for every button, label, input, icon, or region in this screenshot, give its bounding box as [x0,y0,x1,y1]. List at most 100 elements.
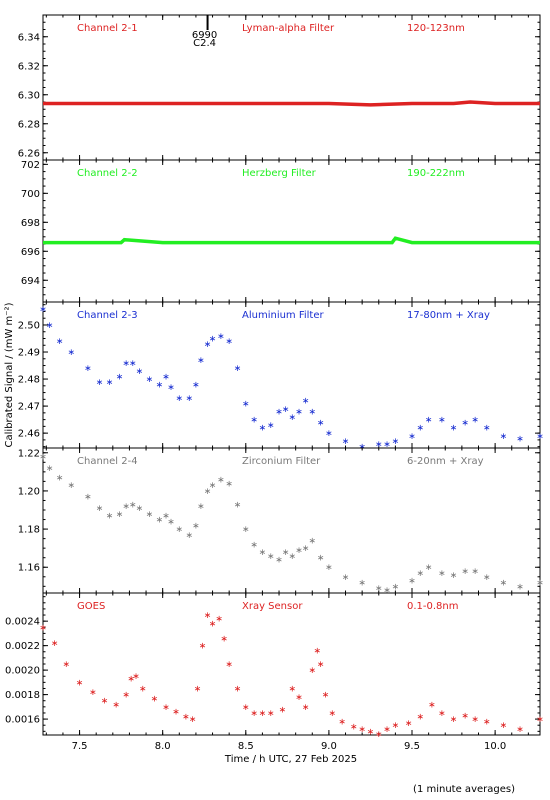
panel-3-point: ∗ [162,372,170,382]
panel-4-point: ∗ [461,567,469,577]
panel-5-point: ∗ [450,715,458,725]
panel-3-point: ∗ [282,405,290,415]
panel-4-point: ∗ [167,517,175,527]
panel-4-point: ∗ [197,502,205,512]
panel-5-point: ∗ [309,666,317,676]
panel-3-point: ∗ [302,397,310,407]
panel-4-point: ∗ [67,481,75,491]
panel-5-point: ∗ [132,672,140,682]
panel-1-frame [42,14,541,161]
panel-5-point: ∗ [338,718,346,728]
panel-3-point: ∗ [417,424,425,434]
panel-3-point: ∗ [425,416,433,426]
panel-3-point: ∗ [438,416,446,426]
panel-4-point: ∗ [438,569,446,579]
panel-3-point: ∗ [516,435,524,445]
panel-2-series-line [43,236,540,245]
panel-5-band-label: 0.1-0.8nm [407,601,459,612]
panel-5-point: ∗ [289,684,297,694]
panel-3-point: ∗ [197,356,205,366]
panel-5-point: ∗ [516,725,524,735]
panel-4-point: ∗ [162,512,170,522]
panel-4-ytick-label: 1.20 [18,486,40,497]
panel-4-point: ∗ [225,479,233,489]
panel-4-point: ∗ [176,525,184,535]
panel-3-point: ∗ [167,383,175,393]
panel-4-point: ∗ [234,500,242,510]
panel-3-point: ∗ [209,335,217,345]
panel-3-point: ∗ [295,408,303,418]
panel-1-band-label: 120-123nm [407,23,465,34]
panel-5-point: ∗ [483,718,491,728]
panel-4-point: ∗ [209,481,217,491]
panel-1-filter-label: Lyman-alpha Filter [242,23,335,34]
panel-5-channel-label: GOES [77,601,105,612]
panel-3-ytick-label: 2.50 [18,320,40,331]
panel-3-point: ∗ [156,380,164,390]
panel-4-ytick-label: 1.16 [18,563,40,574]
panel-2-ytick-label: 702 [21,160,40,171]
panel-4-point: ∗ [302,544,310,554]
panel-5-point: ∗ [328,709,336,719]
panel-3-point: ∗ [392,437,400,447]
event-marker-number: 6990 [192,30,217,41]
panel-3-point: ∗ [325,429,333,439]
panel-5-point: ∗ [199,642,207,652]
panel-3-band-label: 17-80nm + Xray [407,310,490,321]
panel-4-point: ∗ [39,453,47,463]
panel-4-point: ∗ [217,475,225,485]
panel-5-point: ∗ [302,703,310,713]
panel-3-point: ∗ [146,375,154,385]
panel-5-point: ∗ [101,697,109,707]
panel-3-filter-label: Aluminium Filter [242,310,325,321]
panel-3-ytick-label: 2.49 [18,348,40,359]
panel-3-point: ∗ [217,332,225,342]
panel-3-point: ∗ [242,399,250,409]
panel-2-ytick-label: 700 [21,189,40,200]
panel-2-ytick-label: 696 [21,247,40,258]
panel-5-point: ∗ [51,639,59,649]
x-tick-label: 9.5 [404,741,420,752]
panel-3-point: ∗ [39,305,47,315]
panel-4-point: ∗ [342,573,350,583]
panel-3-point: ∗ [450,424,458,434]
panel-4-point: ∗ [156,516,164,526]
panel-5-point: ∗ [225,660,233,670]
panel-4-point: ∗ [375,584,383,594]
panel-5-point: ∗ [127,675,135,685]
panel-2-channel-label: Channel 2-2 [77,168,138,179]
panel-4-point: ∗ [383,586,391,596]
panel-4-point: ∗ [84,493,92,503]
panel-5-point: ∗ [242,703,250,713]
panel-3-point: ∗ [461,418,469,428]
panel-3-point: ∗ [309,408,317,418]
panel-5-point: ∗ [250,709,258,719]
panel-4-channel-label: Channel 2-4 [77,456,138,467]
panel-4-band-label: 6-20nm + Xray [407,456,484,467]
panel-4-point: ∗ [186,531,194,541]
panel-3-point: ∗ [106,378,114,388]
panel-5-point: ∗ [220,634,228,644]
panel-3-point: ∗ [259,424,267,434]
panel-5-point: ∗ [204,611,212,621]
panel-3-channel-label: Channel 2-3 [77,310,138,321]
panel-4-ytick-label: 1.22 [18,448,40,459]
panel-3-point: ∗ [342,437,350,447]
panel-3-ytick-label: 2.47 [18,402,40,413]
panel-4-point: ∗ [250,540,258,550]
panel-5-point: ∗ [62,660,70,670]
panel-5-point: ∗ [139,684,147,694]
panel-4-point: ∗ [259,548,267,558]
panel-3-point: ∗ [289,413,297,423]
panel-5-point: ∗ [76,678,84,688]
panel-4-point: ∗ [483,573,491,583]
panel-3-point: ∗ [275,408,283,418]
panel-5-point: ∗ [471,715,479,725]
panel-3-point: ∗ [225,337,233,347]
panel-5-point: ∗ [358,725,366,735]
panel-4-point: ∗ [536,579,544,589]
panel-4-point: ∗ [471,567,479,577]
panel-5-ytick-label: 0.0016 [5,715,40,726]
x-tick-label: 7.5 [72,741,88,752]
panel-5-point: ∗ [279,705,287,715]
